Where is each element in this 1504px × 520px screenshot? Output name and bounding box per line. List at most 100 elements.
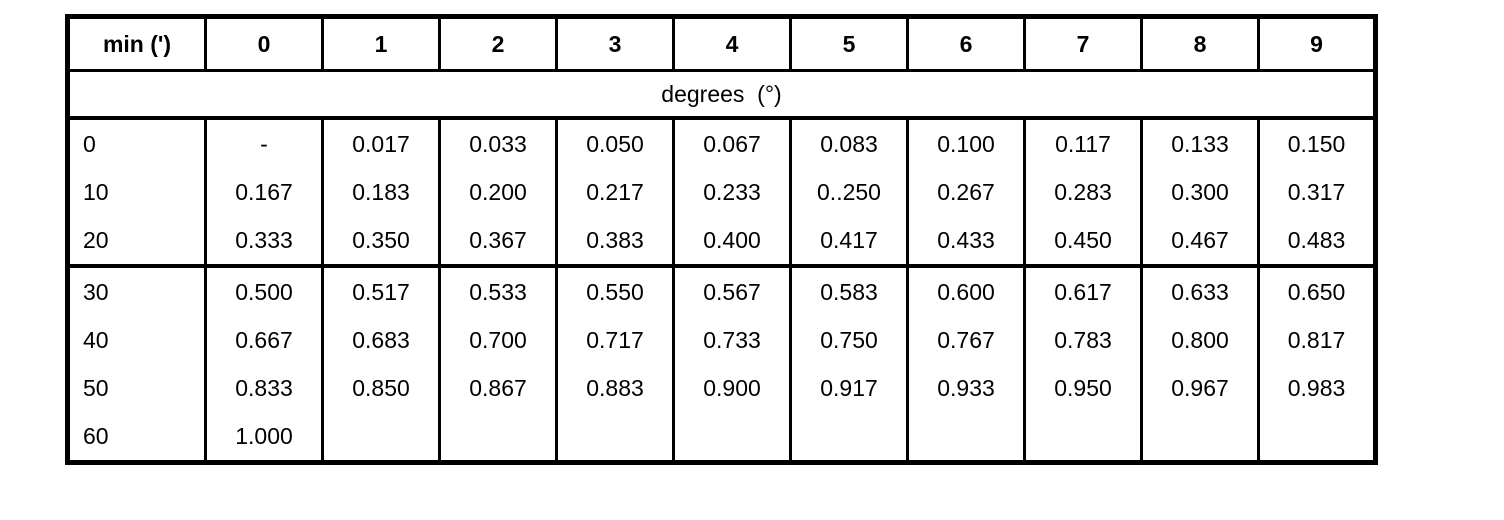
value-cell-40-0: 0.667 (204, 316, 324, 364)
value-cell-50-7: 0.950 (1023, 364, 1143, 412)
value-cell-50-3: 0.883 (555, 364, 675, 412)
value-cell-0-1: 0.017 (321, 116, 441, 168)
value-cell-50-6: 0.933 (906, 364, 1026, 412)
value-cell-20-3: 0.383 (555, 216, 675, 266)
minutes-to-degrees-table: min (') 0 1 2 3 4 5 6 7 8 9 degrees (°) … (65, 14, 1378, 465)
value-cell-30-9: 0.650 (1257, 264, 1377, 316)
value-cell-60-2 (438, 412, 558, 463)
row-label-40: 40 (66, 316, 207, 364)
value-cell-30-3: 0.550 (555, 264, 675, 316)
data-row-30-min: 30 0.500 0.517 0.533 0.550 0.567 0.583 0.600 0.6… (66, 264, 1377, 316)
value-cell-20-9: 0.483 (1257, 216, 1377, 266)
value-cell-10-2: 0.200 (438, 168, 558, 216)
value-cell-50-9: 0.983 (1257, 364, 1377, 412)
row-label-30: 30 (66, 264, 207, 316)
value-cell-10-1: 0.183 (321, 168, 441, 216)
col-header-9: 9 (1257, 15, 1377, 72)
value-cell-50-4: 0.900 (672, 364, 792, 412)
col-header-1: 1 (321, 15, 441, 72)
value-cell-40-6: 0.767 (906, 316, 1026, 364)
row-label-60: 60 (66, 412, 207, 463)
data-row-20-min: 20 0.333 0.350 0.367 0.383 0.400 0.417 0.433 0.4… (66, 216, 1377, 266)
row-label-20: 20 (66, 216, 207, 266)
col-header-4: 4 (672, 15, 792, 72)
value-cell-0-7: 0.117 (1023, 116, 1143, 168)
corner-header-min: min (') (66, 15, 207, 72)
value-cell-10-0: 0.167 (204, 168, 324, 216)
col-header-5: 5 (789, 15, 909, 72)
row-label-0: 0 (66, 116, 207, 168)
col-header-6: 6 (906, 15, 1026, 72)
value-cell-50-5: 0.917 (789, 364, 909, 412)
value-cell-20-5: 0.417 (789, 216, 909, 266)
value-cell-20-2: 0.367 (438, 216, 558, 266)
value-cell-30-0: 0.500 (204, 264, 324, 316)
value-cell-10-8: 0.300 (1140, 168, 1260, 216)
value-cell-0-3: 0.050 (555, 116, 675, 168)
value-cell-30-1: 0.517 (321, 264, 441, 316)
row-label-10: 10 (66, 168, 207, 216)
value-cell-30-2: 0.533 (438, 264, 558, 316)
value-cell-0-2: 0.033 (438, 116, 558, 168)
value-cell-10-9: 0.317 (1257, 168, 1377, 216)
data-row-40-min: 40 0.667 0.683 0.700 0.717 0.733 0.750 0.767 0.7… (66, 316, 1377, 364)
col-header-3: 3 (555, 15, 675, 72)
data-row-0-min: 0-0.017 0.033 0.050 0.067 0.083 0.100 0.117 0.1… (66, 116, 1377, 168)
value-cell-0-4: 0.067 (672, 116, 792, 168)
value-cell-60-1 (321, 412, 441, 463)
value-cell-60-9 (1257, 412, 1377, 463)
value-cell-20-0: 0.333 (204, 216, 324, 266)
degrees-span-row: degrees (°) (66, 69, 1377, 120)
value-cell-20-4: 0.400 (672, 216, 792, 266)
value-cell-60-8 (1140, 412, 1260, 463)
value-cell-0-6: 0.100 (906, 116, 1026, 168)
value-cell-0-9: 0.150 (1257, 116, 1377, 168)
value-cell-60-6 (906, 412, 1026, 463)
value-cell-10-6: 0.267 (906, 168, 1026, 216)
value-cell-60-4 (672, 412, 792, 463)
value-cell-10-5: 0..250 (789, 168, 909, 216)
col-header-0: 0 (204, 15, 324, 72)
data-row-60-min: 60 1.000 (66, 412, 1377, 463)
data-row-10-min: 10 0.167 0.183 0.200 0.217 0.233 0..250 0.267 0.… (66, 168, 1377, 216)
value-cell-50-1: 0.850 (321, 364, 441, 412)
value-cell-20-6: 0.433 (906, 216, 1026, 266)
value-cell-40-7: 0.783 (1023, 316, 1143, 364)
value-cell-20-1: 0.350 (321, 216, 441, 266)
col-header-8: 8 (1140, 15, 1260, 72)
col-header-2: 2 (438, 15, 558, 72)
value-cell-20-7: 0.450 (1023, 216, 1143, 266)
value-cell-60-0: 1.000 (204, 412, 324, 463)
value-cell-40-8: 0.800 (1140, 316, 1260, 364)
value-cell-10-7: 0.283 (1023, 168, 1143, 216)
value-cell-30-5: 0.583 (789, 264, 909, 316)
value-cell-50-8: 0.967 (1140, 364, 1260, 412)
value-cell-10-4: 0.233 (672, 168, 792, 216)
value-cell-30-4: 0.567 (672, 264, 792, 316)
value-cell-60-7 (1023, 412, 1143, 463)
value-cell-50-2: 0.867 (438, 364, 558, 412)
degrees-label: degrees (°) (66, 69, 1377, 120)
value-cell-40-3: 0.717 (555, 316, 675, 364)
value-cell-40-1: 0.683 (321, 316, 441, 364)
value-cell-30-8: 0.633 (1140, 264, 1260, 316)
value-cell-10-3: 0.217 (555, 168, 675, 216)
value-cell-0-0: - (204, 116, 324, 168)
value-cell-30-6: 0.600 (906, 264, 1026, 316)
value-cell-40-9: 0.817 (1257, 316, 1377, 364)
value-cell-40-5: 0.750 (789, 316, 909, 364)
value-cell-60-5 (789, 412, 909, 463)
value-cell-30-7: 0.617 (1023, 264, 1143, 316)
header-row: min (') 0 1 2 3 4 5 6 7 8 9 (66, 15, 1377, 72)
value-cell-40-2: 0.700 (438, 316, 558, 364)
data-row-50-min: 50 0.833 0.850 0.867 0.883 0.900 0.917 0.933 0.9… (66, 364, 1377, 412)
row-label-50: 50 (66, 364, 207, 412)
value-cell-50-0: 0.833 (204, 364, 324, 412)
value-cell-0-8: 0.133 (1140, 116, 1260, 168)
col-header-7: 7 (1023, 15, 1143, 72)
value-cell-20-8: 0.467 (1140, 216, 1260, 266)
value-cell-40-4: 0.733 (672, 316, 792, 364)
value-cell-0-5: 0.083 (789, 116, 909, 168)
value-cell-60-3 (555, 412, 675, 463)
